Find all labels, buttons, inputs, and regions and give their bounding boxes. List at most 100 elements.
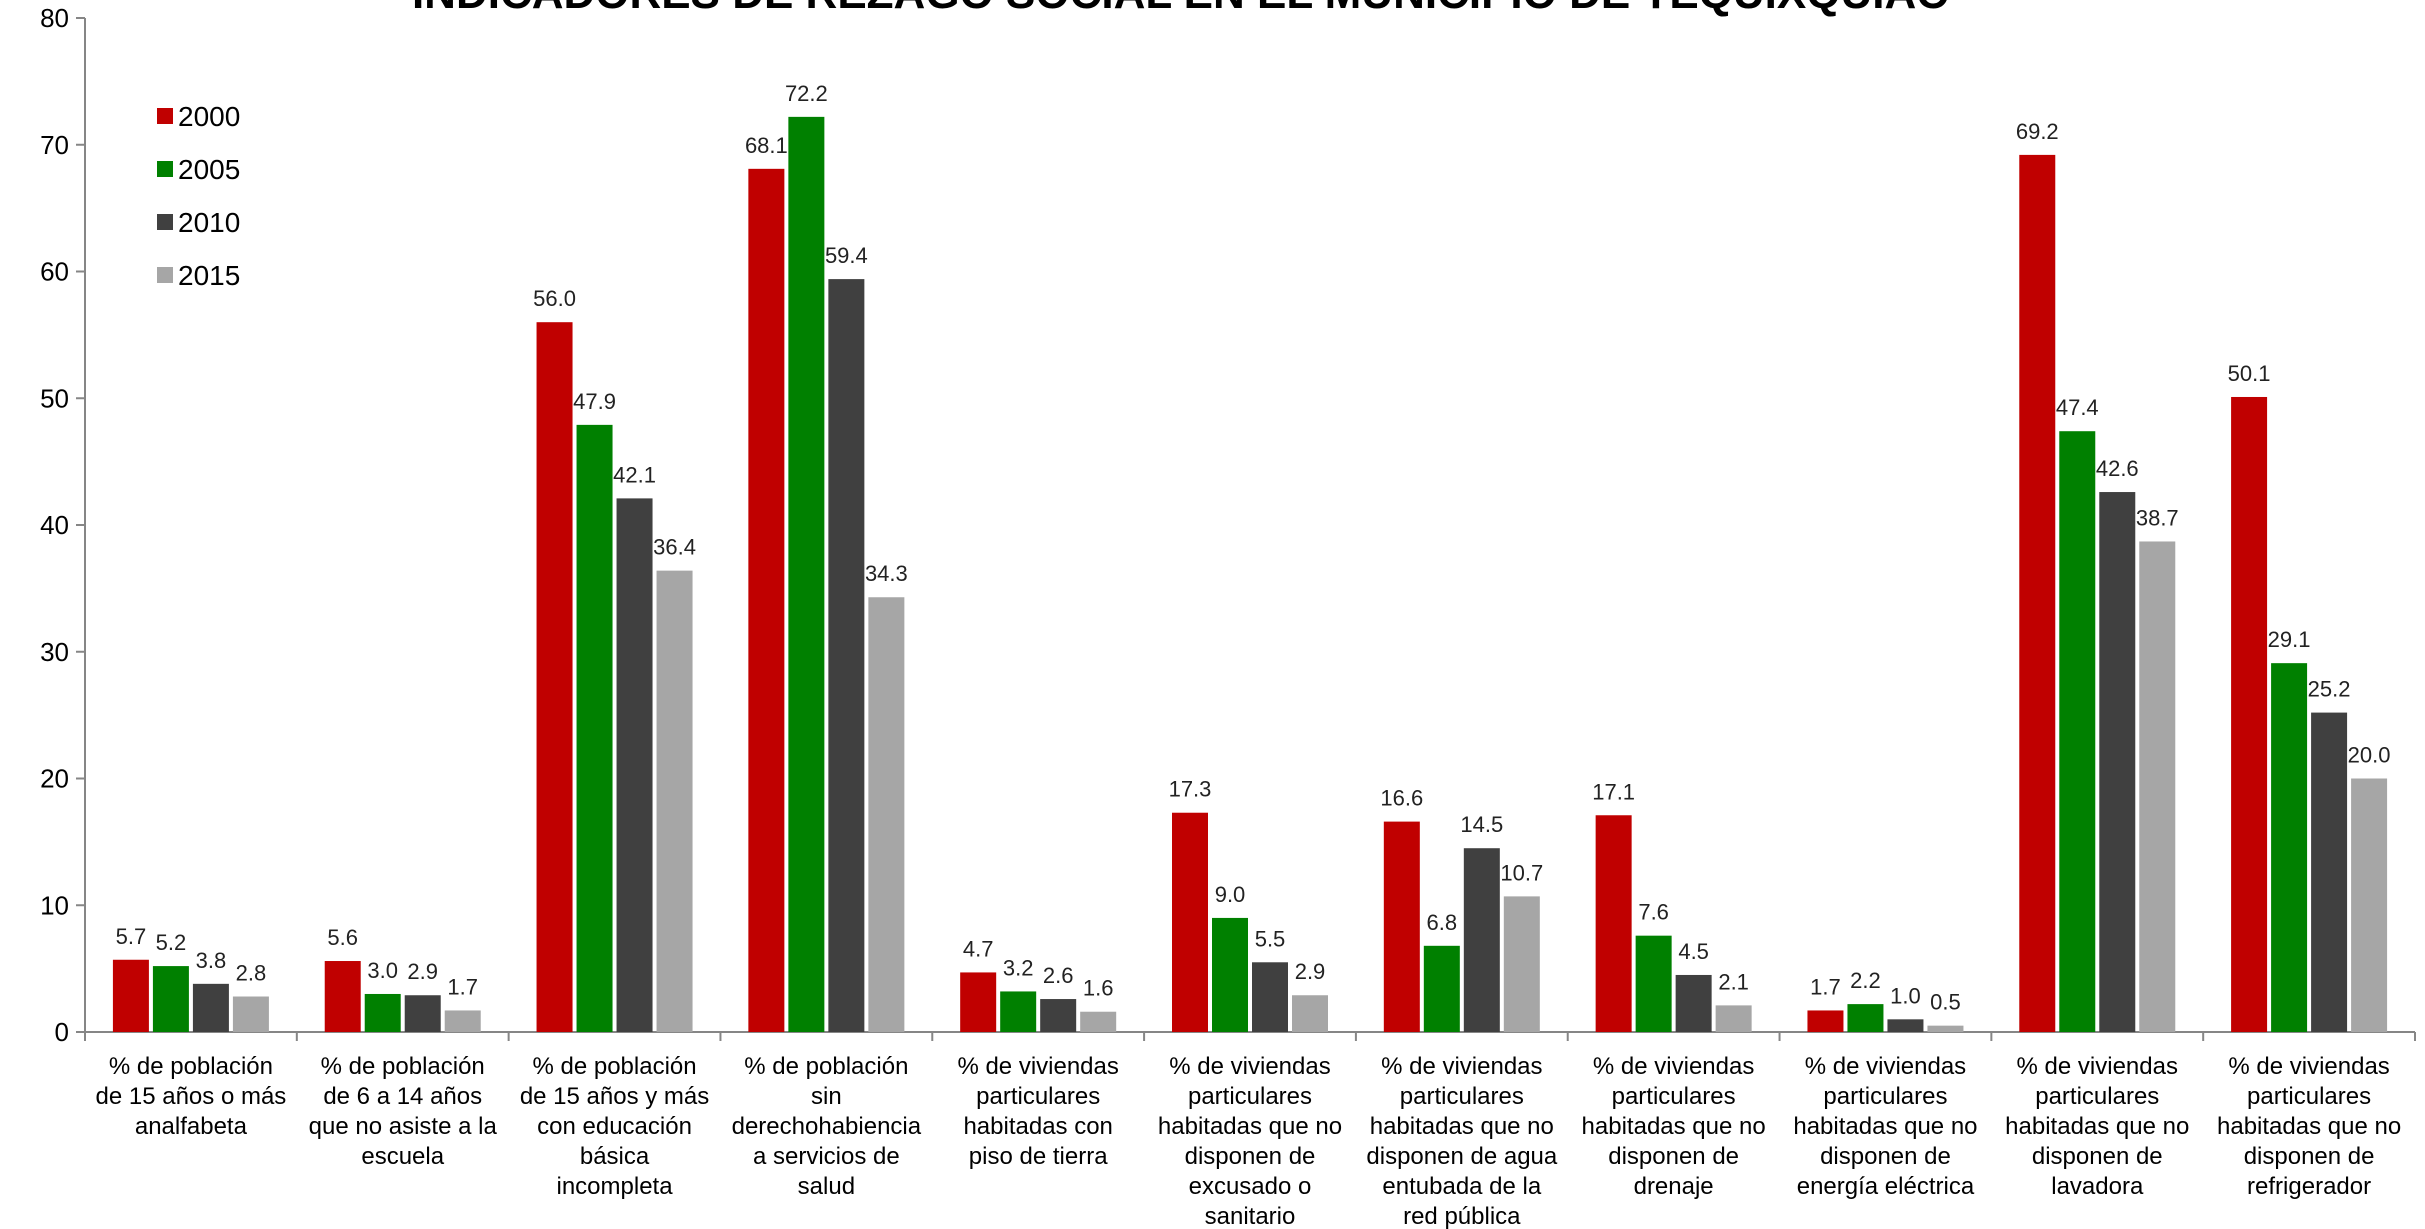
legend-swatch — [157, 267, 173, 283]
bar-2000 — [536, 322, 573, 1032]
data-label: 68.1 — [745, 133, 788, 158]
data-label: 2.9 — [1295, 959, 1326, 984]
bar-2000 — [1383, 821, 1420, 1032]
data-label: 2.9 — [407, 959, 438, 984]
bar-2005 — [364, 993, 401, 1032]
bar-2005 — [1423, 945, 1460, 1032]
data-label: 3.0 — [367, 958, 398, 983]
bar-2005 — [1212, 917, 1248, 1032]
data-label: 50.1 — [2228, 361, 2271, 386]
bar-2010 — [404, 995, 441, 1032]
category-label: % de población de 6 a 14 años que no asist… — [309, 1053, 498, 1170]
data-label: 25.2 — [2308, 677, 2351, 702]
category-label: % de viviendas particulares habitadas que … — [2005, 1053, 2189, 1200]
category-label: % de viviendas particulares habitadas que … — [1366, 1053, 1557, 1229]
data-label: 1.7 — [447, 974, 478, 999]
legend-swatch — [157, 214, 173, 230]
data-label: 6.8 — [1427, 910, 1458, 935]
data-label: 2.6 — [1043, 963, 1074, 988]
legend-label: 2010 — [178, 207, 240, 238]
bar-2000 — [112, 959, 149, 1032]
y-tick-label: 20 — [40, 764, 69, 794]
bar-2010 — [828, 279, 865, 1033]
bar-2005 — [576, 424, 613, 1032]
data-label: 29.1 — [2268, 627, 2311, 652]
data-label: 4.7 — [963, 936, 994, 961]
legend-swatch — [157, 161, 173, 177]
data-label: 47.9 — [573, 389, 616, 414]
data-label: 1.7 — [1810, 974, 1841, 999]
data-label: 47.4 — [2056, 395, 2099, 420]
data-label: 5.6 — [327, 925, 358, 950]
category-label: % de población de 15 años y más con educac… — [520, 1053, 709, 1200]
data-label: 16.6 — [1380, 786, 1423, 811]
data-label: 9.0 — [1215, 882, 1246, 907]
bar-2000 — [324, 961, 361, 1032]
data-label: 36.4 — [653, 535, 696, 560]
bar-2005 — [152, 966, 189, 1032]
bar-2000 — [1595, 815, 1632, 1032]
bar-2015 — [868, 597, 905, 1032]
y-tick-label: 70 — [40, 130, 69, 160]
bar-2005 — [1635, 935, 1672, 1032]
bar-2005 — [2271, 663, 2308, 1032]
bar-2000 — [2019, 154, 2056, 1032]
legend-label: 2005 — [178, 154, 240, 185]
bar-2015 — [1927, 1025, 1964, 1032]
bars — [112, 116, 2388, 1033]
legend-label: 2000 — [178, 101, 240, 132]
legend-label: 2015 — [178, 260, 240, 291]
bar-2000 — [1172, 812, 1208, 1032]
bar-2015 — [2139, 541, 2176, 1032]
y-tick-label: 60 — [40, 257, 69, 287]
y-tick-label: 50 — [40, 383, 69, 413]
legend-swatch — [157, 108, 173, 124]
y-tick-label: 10 — [40, 890, 69, 920]
category-label: % de viviendas particulares habitadas que … — [1158, 1053, 1342, 1229]
data-label: 2.1 — [1718, 969, 1749, 994]
bar-2000 — [2231, 396, 2268, 1032]
bar-2010 — [1040, 999, 1077, 1032]
data-label: 38.7 — [2136, 505, 2179, 530]
category-label: % de viviendas particulares habitadas que … — [1582, 1053, 1766, 1200]
bar-2015 — [2351, 778, 2388, 1032]
bar-2010 — [1675, 974, 1712, 1032]
bar-2010 — [2099, 492, 2136, 1032]
data-label: 42.1 — [613, 462, 656, 487]
category-label: % de población sin derechohabiencia a servi… — [732, 1053, 922, 1200]
y-tick-label: 0 — [55, 1017, 69, 1047]
bar-2015 — [1715, 1005, 1752, 1032]
bar-2005 — [1000, 991, 1037, 1032]
data-label: 34.3 — [865, 561, 908, 586]
bar-2010 — [1887, 1019, 1924, 1032]
category-label: % de viviendas particulares habitadas que … — [2217, 1053, 2401, 1200]
bar-2010 — [1252, 962, 1288, 1032]
bar-2005 — [2059, 431, 2096, 1033]
legend: 2000 2005 2010 2015 — [157, 101, 240, 291]
bar-2015 — [232, 996, 269, 1032]
bar-2010 — [192, 983, 229, 1032]
data-label: 17.1 — [1592, 779, 1635, 804]
bar-2000 — [1807, 1010, 1844, 1032]
data-label: 5.7 — [116, 924, 147, 949]
data-label: 2.8 — [236, 961, 267, 986]
data-labels: 5.7 5.6 56.0 68.1 4.7 17.3 16.6 17.1 1.7 69.2 50.1… — [116, 81, 2391, 1015]
bar-2000 — [748, 168, 785, 1032]
bar-2005 — [1847, 1004, 1884, 1032]
category-labels: % de población de 15 años o más analfabeta… — [96, 1053, 2402, 1229]
bar-2010 — [1463, 848, 1500, 1032]
data-label: 2.2 — [1850, 968, 1881, 993]
category-label: % de viviendas particulares habitadas que … — [1793, 1053, 1977, 1200]
category-label: % de viviendas particulares habitadas con p… — [957, 1053, 1118, 1170]
bar-2010 — [2311, 712, 2348, 1032]
data-label: 7.6 — [1638, 900, 1669, 925]
data-label: 56.0 — [533, 286, 576, 311]
y-tick-label: 30 — [40, 637, 69, 667]
bar-2015 — [444, 1010, 481, 1032]
bar-2015 — [656, 570, 693, 1032]
data-label: 59.4 — [825, 243, 868, 268]
data-label: 0.5 — [1930, 990, 1961, 1015]
y-tick-label: 80 — [40, 3, 69, 33]
bar-2010 — [616, 498, 653, 1032]
